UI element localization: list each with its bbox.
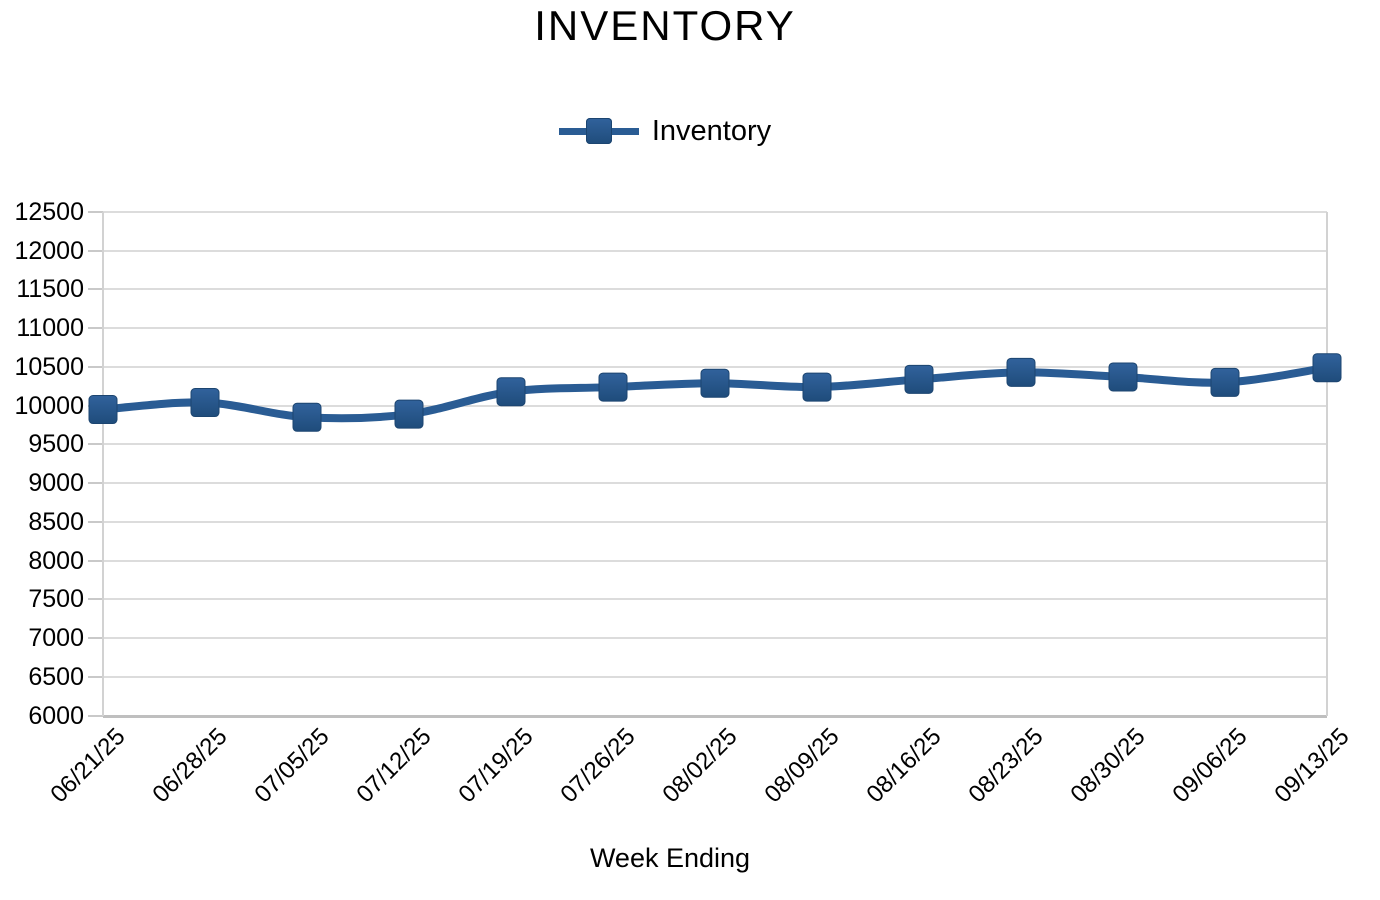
data-point-marker: [904, 364, 934, 394]
x-axis-label: 08/16/25: [860, 722, 947, 808]
y-axis-label: 11500: [16, 275, 84, 304]
y-axis-label: 12500: [14, 198, 84, 226]
x-axis-label: 06/28/25: [146, 722, 233, 808]
legend-series-marker-icon: [558, 118, 639, 144]
y-axis-tick: [88, 327, 103, 330]
y-axis-label: 12000: [14, 236, 84, 265]
x-axis-title: Week Ending: [589, 843, 751, 873]
y-axis-label: 6000: [28, 701, 84, 730]
y-axis-tick: [88, 598, 103, 601]
data-point-marker: [802, 372, 832, 402]
data-point-marker: [292, 402, 322, 432]
gridline: [103, 482, 1327, 485]
data-point-marker: [190, 388, 220, 418]
x-axis-label: 08/09/25: [758, 722, 845, 808]
x-axis-line: [103, 714, 1327, 718]
y-axis-tick: [88, 482, 103, 485]
data-point-marker: [700, 368, 730, 398]
gridline: [103, 365, 1327, 368]
y-axis-tick: [88, 559, 103, 562]
y-axis-tick: [88, 443, 103, 446]
x-axis-label: 07/26/25: [554, 722, 641, 808]
x-axis-label: 08/02/25: [656, 722, 743, 808]
y-axis-label: 9500: [28, 430, 84, 459]
series-line: [102, 363, 1328, 423]
data-point-marker: [598, 372, 628, 402]
gridline: [103, 520, 1327, 523]
legend-label: Inventory: [651, 114, 772, 147]
x-axis-label: 07/19/25: [452, 722, 539, 808]
y-axis-label: 9000: [28, 469, 84, 498]
gridline: [103, 249, 1327, 252]
y-axis-label: 11000: [16, 314, 84, 343]
y-axis-tick: [88, 249, 103, 252]
gridline: [103, 559, 1327, 562]
y-axis-label: 7500: [28, 585, 84, 614]
y-axis-label: 7000: [28, 624, 84, 653]
y-axis-tick: [88, 637, 103, 640]
y-axis-tick: [88, 365, 103, 368]
legend: Inventory: [0, 112, 1330, 150]
y-axis-tick: [88, 211, 103, 213]
x-axis-label: 07/05/25: [248, 722, 335, 808]
y-axis-label: 10500: [14, 352, 84, 381]
data-point-marker: [496, 377, 526, 407]
y-axis-line: [102, 212, 104, 716]
y-axis-tick: [88, 404, 103, 407]
data-point-marker: [1210, 367, 1240, 397]
y-axis-tick: [88, 288, 103, 291]
y-axis-tick: [88, 520, 103, 523]
y-axis-label: 10000: [14, 391, 84, 420]
gridline: [103, 288, 1327, 291]
legend-square-icon: [585, 118, 612, 144]
data-point-marker: [1006, 357, 1036, 387]
gridline: [103, 211, 1327, 213]
x-axis-label: 06/21/25: [44, 722, 131, 808]
plot-right-border: [1326, 212, 1328, 716]
x-axis-label: 07/12/25: [350, 722, 437, 808]
gridline: [103, 404, 1327, 407]
gridline: [103, 598, 1327, 601]
gridline: [103, 327, 1327, 330]
x-axis-label: 08/23/25: [962, 722, 1049, 808]
y-axis-label: 8000: [28, 546, 84, 575]
y-axis-label: 6500: [28, 662, 84, 691]
x-axis-label: 09/13/25: [1268, 722, 1355, 808]
gridline: [103, 637, 1327, 640]
x-axis-label: 09/06/25: [1166, 722, 1253, 808]
y-axis-tick: [88, 714, 103, 717]
gridline: [103, 675, 1327, 678]
gridline: [103, 443, 1327, 446]
chart-title: INVENTORY: [534, 2, 796, 49]
y-axis-label: 8500: [28, 507, 84, 536]
y-axis-tick: [88, 675, 103, 678]
x-axis-label: 08/30/25: [1064, 722, 1151, 808]
